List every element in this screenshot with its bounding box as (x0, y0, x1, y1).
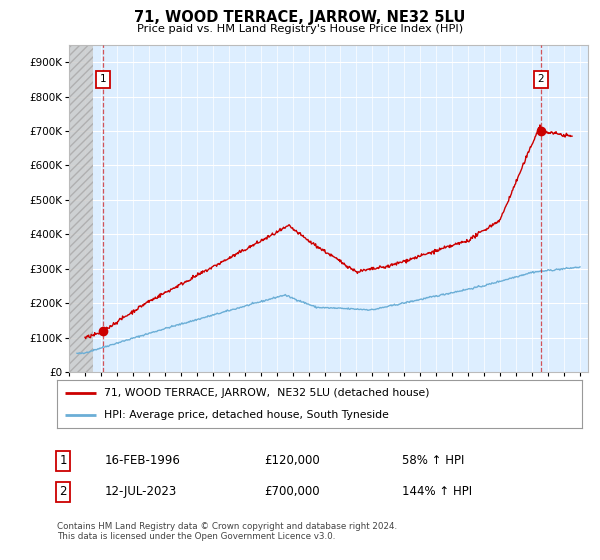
Text: Price paid vs. HM Land Registry's House Price Index (HPI): Price paid vs. HM Land Registry's House … (137, 24, 463, 34)
Text: 1: 1 (59, 454, 67, 468)
Bar (69, 45, 93, 372)
Text: 2: 2 (537, 74, 544, 84)
Text: 144% ↑ HPI: 144% ↑ HPI (402, 485, 472, 498)
Text: 71, WOOD TERRACE, JARROW,  NE32 5LU (detached house): 71, WOOD TERRACE, JARROW, NE32 5LU (deta… (104, 388, 430, 398)
Text: £700,000: £700,000 (264, 485, 320, 498)
Text: 2: 2 (59, 485, 67, 498)
Text: Contains HM Land Registry data © Crown copyright and database right 2024.
This d: Contains HM Land Registry data © Crown c… (57, 522, 397, 542)
Text: 12-JUL-2023: 12-JUL-2023 (105, 485, 177, 498)
Text: 1: 1 (100, 74, 106, 84)
Text: £120,000: £120,000 (264, 454, 320, 468)
Text: 71, WOOD TERRACE, JARROW, NE32 5LU: 71, WOOD TERRACE, JARROW, NE32 5LU (134, 10, 466, 25)
Text: 58% ↑ HPI: 58% ↑ HPI (402, 454, 464, 468)
Text: 16-FEB-1996: 16-FEB-1996 (105, 454, 181, 468)
Text: HPI: Average price, detached house, South Tyneside: HPI: Average price, detached house, Sout… (104, 410, 389, 420)
